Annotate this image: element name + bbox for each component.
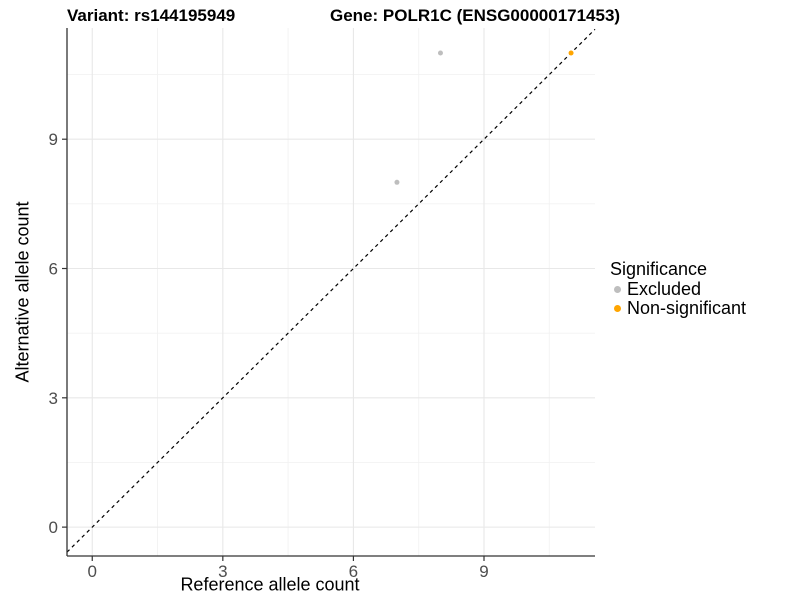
x-tick-label: 0 [88,562,97,581]
x-tick-label: 9 [479,562,488,581]
excluded-swatch-icon [614,286,621,293]
data-point-excluded [437,50,443,56]
y-tick-label: 0 [49,518,58,537]
legend-item-excluded: Excluded [610,280,746,299]
y-axis-title: Alternative allele count [12,201,33,383]
legend-item-label: Excluded [627,279,702,299]
y-tick-label: 9 [49,130,58,149]
identity-dashed-line [66,28,596,553]
legend-title: Significance [610,259,708,279]
legend-item-non-significant: Non-significant [610,299,746,318]
y-tick-label: 6 [49,260,58,279]
non-significant-swatch-icon [614,305,621,312]
x-axis-title: Reference allele count [180,574,360,595]
x-tick-label: 6 [349,562,358,581]
data-point-excluded [394,179,400,185]
x-tick-label: 3 [218,562,227,581]
legend: Significance Excluded Non-significant [610,259,746,318]
gene-title: Gene: POLR1C (ENSG00000171453) [330,6,621,25]
data-point-non-significant [568,50,574,56]
variant-title: Variant: rs144195949 [67,6,236,25]
y-tick-label: 3 [49,389,58,408]
legend-item-label: Non-significant [627,298,747,318]
